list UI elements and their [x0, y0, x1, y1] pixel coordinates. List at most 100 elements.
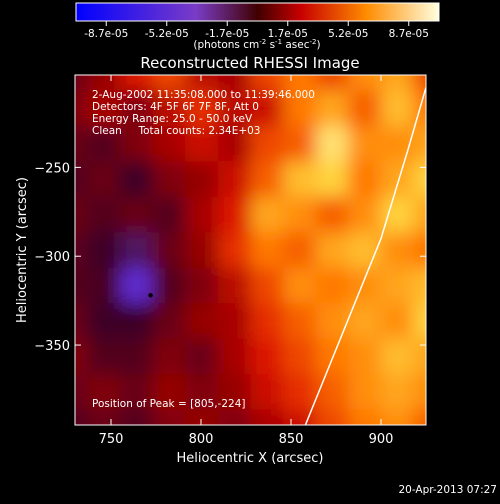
- heatmap-cell: [380, 338, 415, 376]
- footer-timestamp: 20-Apr-2013 07:27: [398, 484, 497, 496]
- heatmap-cell: [152, 409, 187, 425]
- heatmap-cell: [87, 161, 122, 198]
- y-axis-ticks: −250 −300 −350: [34, 161, 426, 354]
- heatmap-cell: [413, 303, 426, 340]
- x-tick-label: 850: [279, 432, 304, 447]
- heatmap-cell: [283, 90, 317, 127]
- heatmap-cell: [75, 374, 89, 411]
- heatmap-cell: [250, 125, 285, 163]
- heatmap-cell: [217, 267, 252, 305]
- heatmap-cell: [380, 161, 415, 198]
- heatmap-cell: [380, 196, 415, 234]
- colorbar-tick-label: -5.2e-05: [145, 28, 189, 40]
- plot-area: [75, 75, 426, 425]
- heatmap-cell: [413, 125, 426, 163]
- heatmap-cell: [413, 232, 426, 269]
- heatmap-cell: [217, 75, 252, 92]
- heatmap-cell: [185, 374, 219, 411]
- heatmap-cell: [380, 374, 415, 411]
- info-clean-counts: Clean Total counts: 2.34E+03: [92, 125, 261, 137]
- colorbar-tick-label: 1.7e-05: [268, 28, 308, 40]
- heatmap-cell: [315, 409, 350, 425]
- heatmap-cell: [315, 125, 350, 163]
- heatmap-cell: [120, 267, 154, 305]
- info-detectors: Detectors: 4F 5F 6F 7F 8F, Att 0: [92, 101, 259, 113]
- heatmap-cell: [87, 196, 122, 234]
- info-energy-range: Energy Range: 25.0 - 50.0 keV: [92, 113, 253, 125]
- heatmap-cell: [120, 374, 154, 411]
- heatmap-cell: [380, 90, 415, 127]
- heatmap-cell: [120, 125, 154, 163]
- heatmap-cell: [413, 75, 426, 92]
- heatmap-cell: [413, 161, 426, 198]
- heatmap-cell: [250, 338, 285, 376]
- heatmap-cell: [250, 75, 285, 92]
- heatmap-cell: [152, 267, 187, 305]
- heatmap-cell: [348, 303, 382, 340]
- heatmap-cell: [75, 196, 89, 234]
- heatmap-cell: [185, 232, 219, 269]
- heatmap-cell: [348, 374, 382, 411]
- heatmap-cell: [348, 267, 382, 305]
- heatmap-cell: [250, 90, 285, 127]
- heatmap-cell: [380, 267, 415, 305]
- heatmap-cell: [348, 196, 382, 234]
- heatmap-cell: [250, 303, 285, 340]
- heatmap-cell: [75, 338, 89, 376]
- heatmap-cell: [185, 90, 219, 127]
- heatmap-cell: [120, 338, 154, 376]
- heatmap-cell: [152, 161, 187, 198]
- heatmap-cell: [348, 90, 382, 127]
- heatmap-cell: [87, 303, 122, 340]
- heatmap-cell: [87, 125, 122, 163]
- heatmap-cell: [380, 232, 415, 269]
- heatmap-cell: [283, 232, 317, 269]
- heatmap-cell: [315, 75, 350, 92]
- heatmap-cell: [413, 338, 426, 376]
- heatmap-cell: [75, 267, 89, 305]
- heatmap-cell: [217, 303, 252, 340]
- heatmap-cell: [413, 409, 426, 425]
- minimum-marker: [148, 293, 153, 298]
- y-tick-label: −300: [34, 250, 70, 265]
- heatmap-cell: [152, 196, 187, 234]
- heatmap-cell: [152, 90, 187, 127]
- heatmap-cell: [185, 75, 219, 92]
- heatmap-cell: [283, 303, 317, 340]
- heatmap-cell: [348, 161, 382, 198]
- heatmap-cell: [152, 374, 187, 411]
- heatmap-cell: [348, 125, 382, 163]
- heatmap-cell: [152, 125, 187, 163]
- heatmap-cell: [120, 90, 154, 127]
- heatmap-cell: [152, 75, 187, 92]
- heatmap-cell: [250, 409, 285, 425]
- heatmap-cell: [217, 125, 252, 163]
- chart-title: Reconstructed RHESSI Image: [140, 54, 359, 72]
- x-axis-label: Heliocentric X (arcsec): [177, 451, 324, 466]
- heatmap-cell: [217, 196, 252, 234]
- heatmap-cell: [413, 196, 426, 234]
- heatmap-field: [75, 75, 426, 425]
- x-tick-label: 900: [369, 432, 394, 447]
- colorbar-unit-label: (photons cm-2 s-1 asec-2): [193, 38, 320, 51]
- x-tick-label: 800: [189, 432, 214, 447]
- heatmap-cell: [185, 338, 219, 376]
- heatmap-cell: [283, 338, 317, 376]
- heatmap-cell: [87, 267, 122, 305]
- peak-position-label: Position of Peak = [805,-224]: [92, 398, 246, 410]
- heatmap-cell: [250, 232, 285, 269]
- heatmap-cell: [152, 303, 187, 340]
- solar-limb-curve: [304, 87, 426, 425]
- heatmap-cell: [348, 409, 382, 425]
- heatmap-cell: [75, 90, 89, 127]
- heatmap-cell: [217, 232, 252, 269]
- heatmap-cell: [217, 409, 252, 425]
- info-block: 2-Aug-2002 11:35:08.000 to 11:39:46.000 …: [92, 89, 315, 137]
- heatmap-cell: [413, 267, 426, 305]
- heatmap-cell: [120, 196, 154, 234]
- heatmap-cell: [348, 338, 382, 376]
- y-tick-label: −250: [34, 161, 70, 176]
- heatmap-cell: [120, 161, 154, 198]
